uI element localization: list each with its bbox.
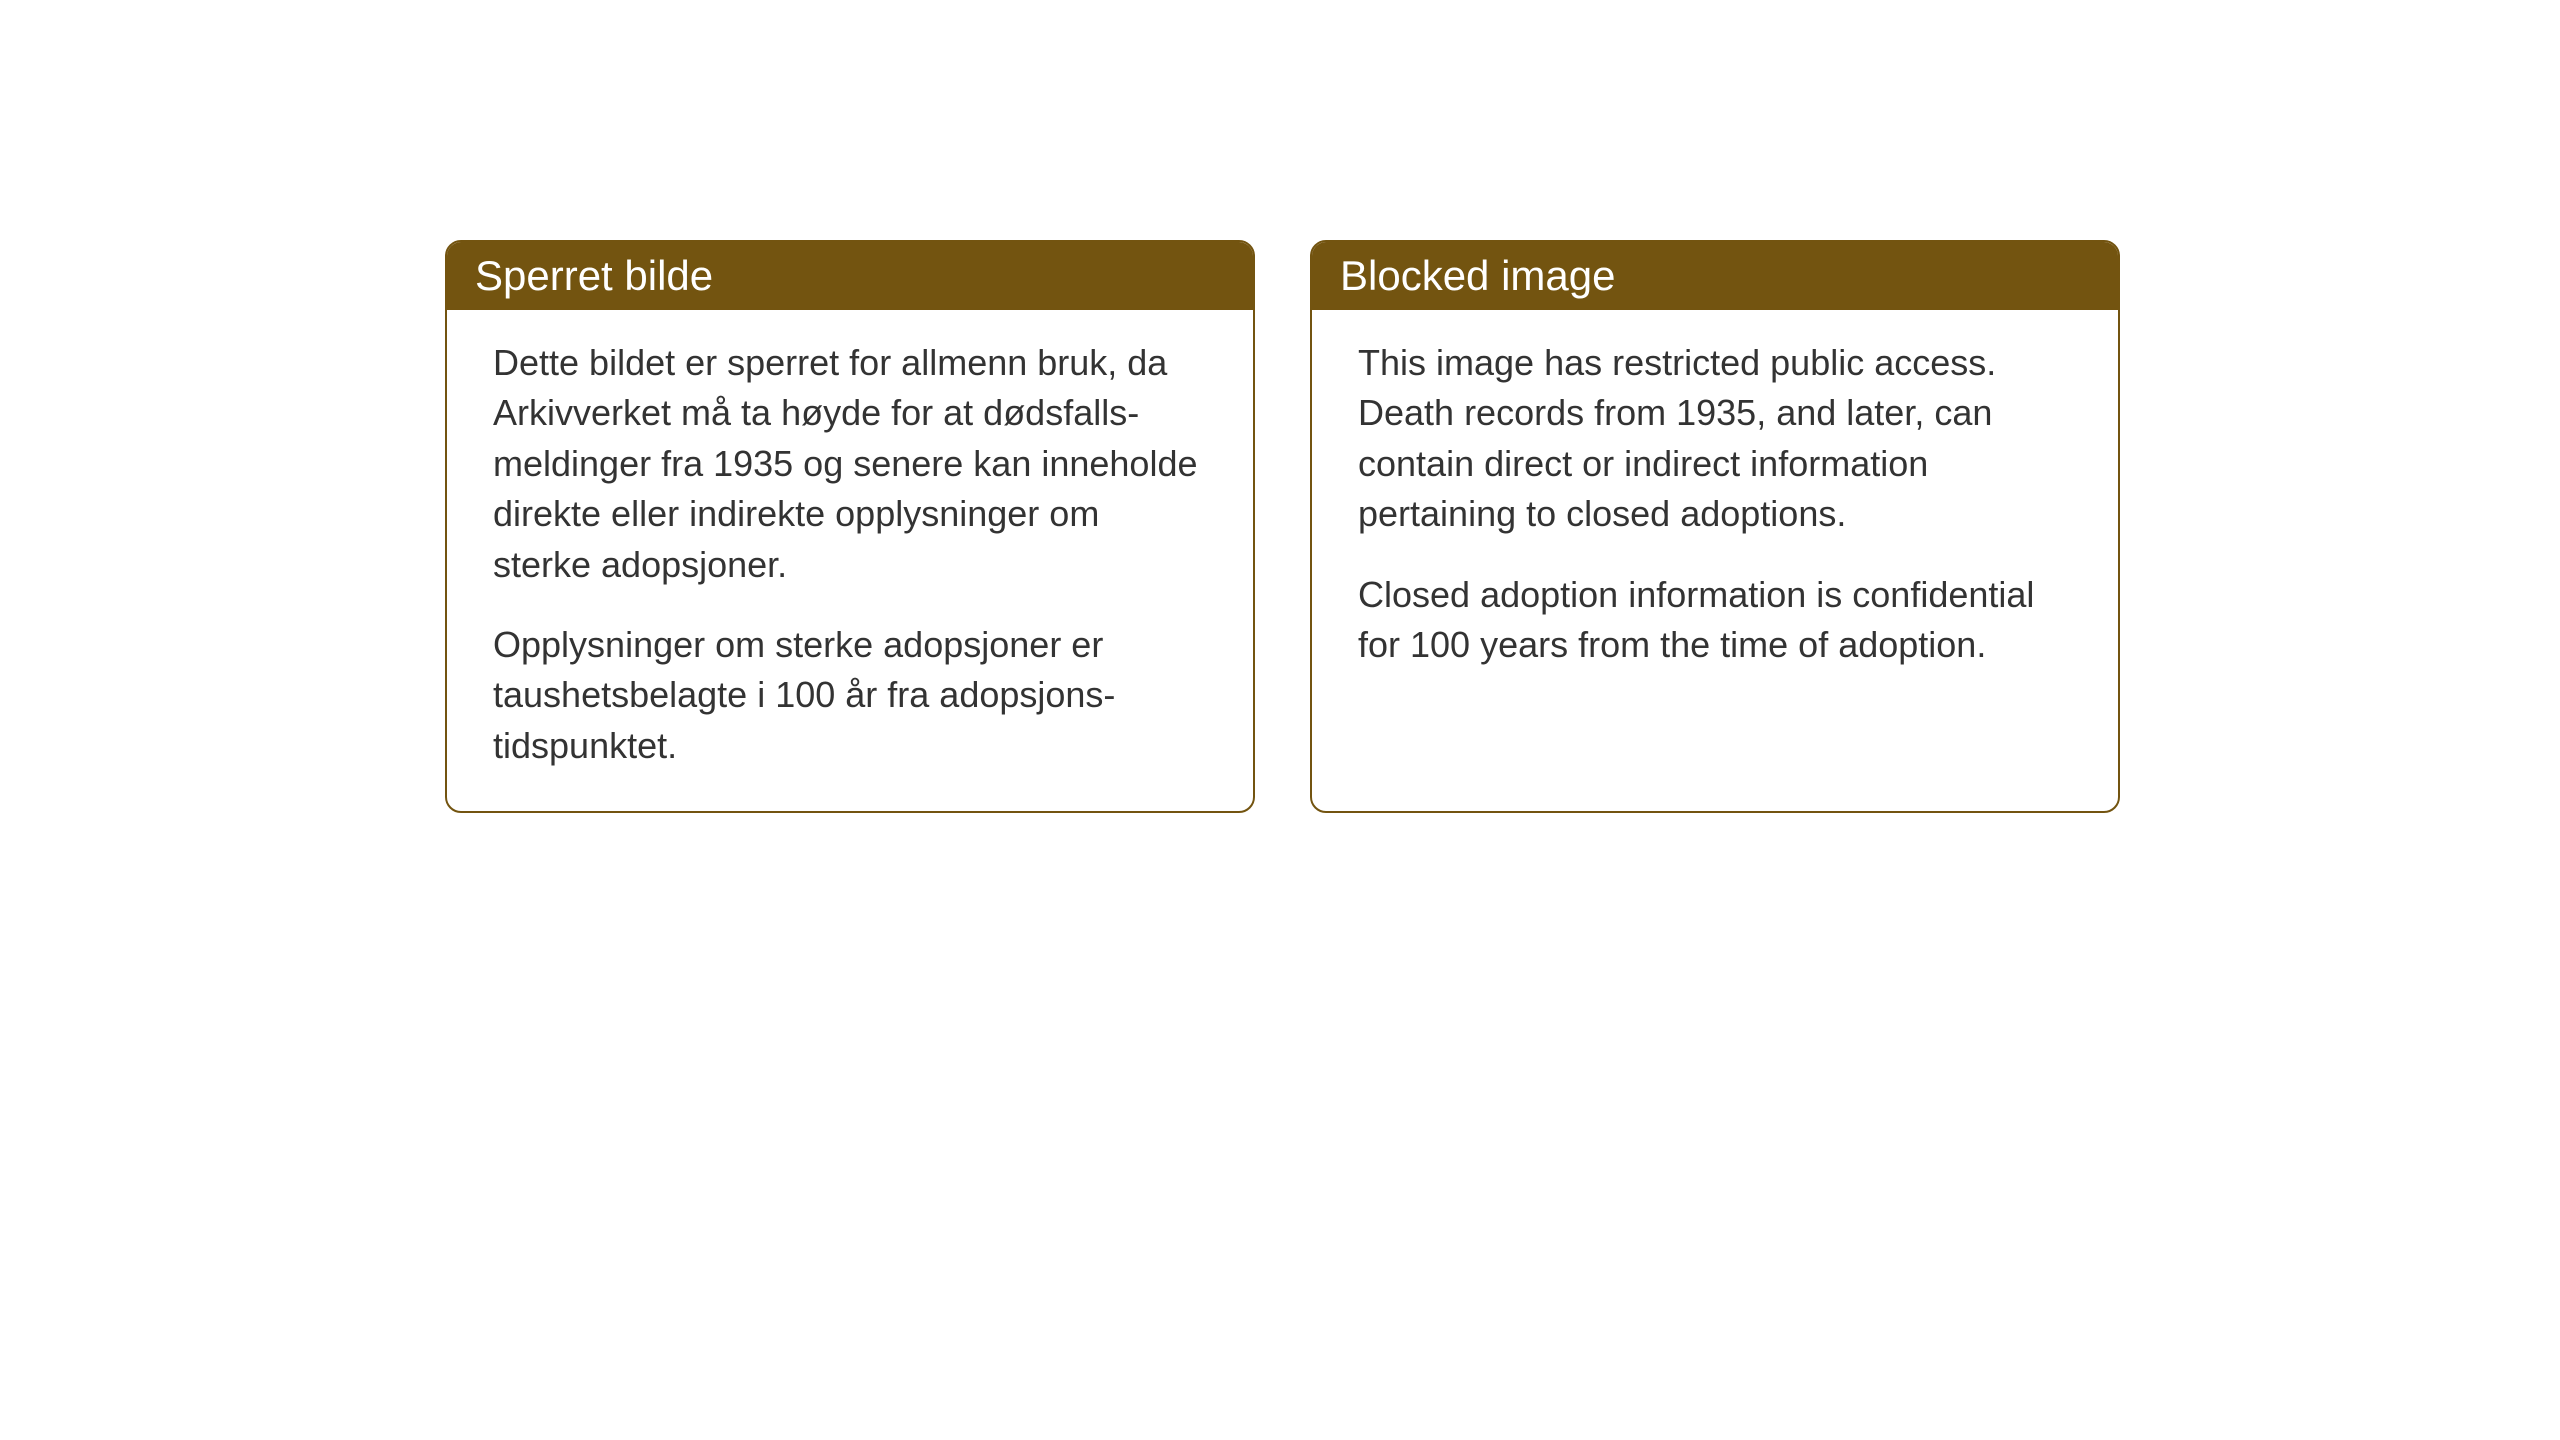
english-paragraph-2: Closed adoption information is confident… [1358, 570, 2072, 671]
norwegian-card-body: Dette bildet er sperret for allmenn bruk… [447, 310, 1253, 811]
norwegian-paragraph-2: Opplysninger om sterke adopsjoner er tau… [493, 620, 1207, 771]
english-card-body: This image has restricted public access.… [1312, 310, 2118, 710]
norwegian-card: Sperret bilde Dette bildet er sperret fo… [445, 240, 1255, 813]
english-card-header: Blocked image [1312, 242, 2118, 310]
english-card-title: Blocked image [1340, 252, 1615, 299]
norwegian-card-title: Sperret bilde [475, 252, 713, 299]
english-paragraph-1: This image has restricted public access.… [1358, 338, 2072, 540]
norwegian-card-header: Sperret bilde [447, 242, 1253, 310]
norwegian-paragraph-1: Dette bildet er sperret for allmenn bruk… [493, 338, 1207, 590]
cards-container: Sperret bilde Dette bildet er sperret fo… [445, 240, 2120, 813]
english-card: Blocked image This image has restricted … [1310, 240, 2120, 813]
